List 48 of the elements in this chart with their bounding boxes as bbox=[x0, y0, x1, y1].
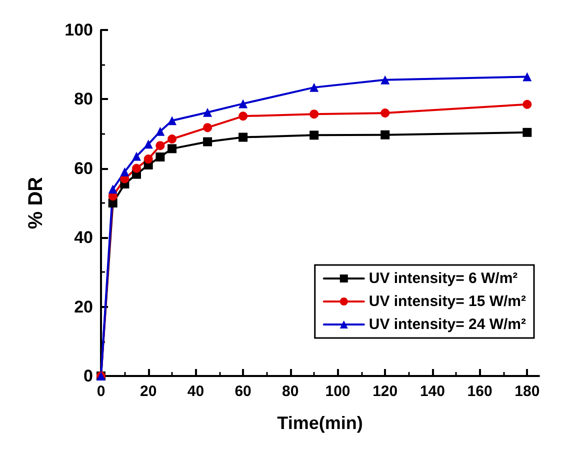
legend-label: UV intensity= 6 W/m² bbox=[368, 270, 518, 287]
legend-label: UV intensity= 24 W/m² bbox=[368, 316, 526, 333]
y-axis-title: % DR bbox=[25, 176, 47, 230]
point bbox=[156, 126, 165, 136]
point bbox=[522, 100, 532, 109]
point bbox=[238, 132, 248, 142]
point bbox=[380, 108, 390, 118]
point bbox=[310, 82, 319, 92]
y-tick-label: 100 bbox=[64, 20, 93, 40]
point bbox=[522, 72, 532, 82]
x-tick-label: 160 bbox=[467, 383, 492, 400]
point bbox=[203, 108, 212, 117]
legend-label: UV intensity= 15 W/m² bbox=[368, 293, 526, 310]
point bbox=[310, 110, 319, 119]
x-tick-label: 0 bbox=[96, 383, 106, 400]
point bbox=[168, 144, 177, 154]
point bbox=[522, 128, 532, 137]
x-tick-label: 80 bbox=[282, 383, 299, 400]
point bbox=[168, 134, 177, 144]
point bbox=[132, 164, 142, 173]
point bbox=[238, 99, 248, 108]
point bbox=[156, 152, 165, 162]
point bbox=[120, 167, 130, 176]
y-tick-label: 20 bbox=[74, 297, 93, 316]
point bbox=[132, 152, 142, 161]
y-tick-label: 40 bbox=[74, 228, 93, 248]
point bbox=[203, 137, 212, 146]
x-tick-label: 120 bbox=[372, 383, 398, 400]
point bbox=[380, 75, 390, 84]
point bbox=[238, 112, 248, 121]
y-tick-label: 0 bbox=[84, 366, 93, 386]
point bbox=[380, 130, 390, 140]
x-tick-label: 20 bbox=[140, 383, 157, 400]
x-tick-label: 40 bbox=[187, 383, 204, 400]
x-tick-label: 180 bbox=[514, 383, 540, 400]
y-tick-label: 80 bbox=[74, 90, 93, 109]
point bbox=[310, 130, 319, 140]
point bbox=[156, 141, 165, 150]
x-axis-title: Time(min) bbox=[277, 413, 363, 433]
x-tick-label: 60 bbox=[234, 383, 252, 400]
x-tick-label: 100 bbox=[325, 383, 350, 400]
point bbox=[168, 116, 177, 126]
point bbox=[108, 184, 118, 194]
point bbox=[144, 140, 153, 149]
y-tick-label: 60 bbox=[74, 158, 93, 178]
point bbox=[144, 154, 153, 164]
x-tick-label: 140 bbox=[420, 383, 445, 400]
point bbox=[203, 123, 212, 132]
